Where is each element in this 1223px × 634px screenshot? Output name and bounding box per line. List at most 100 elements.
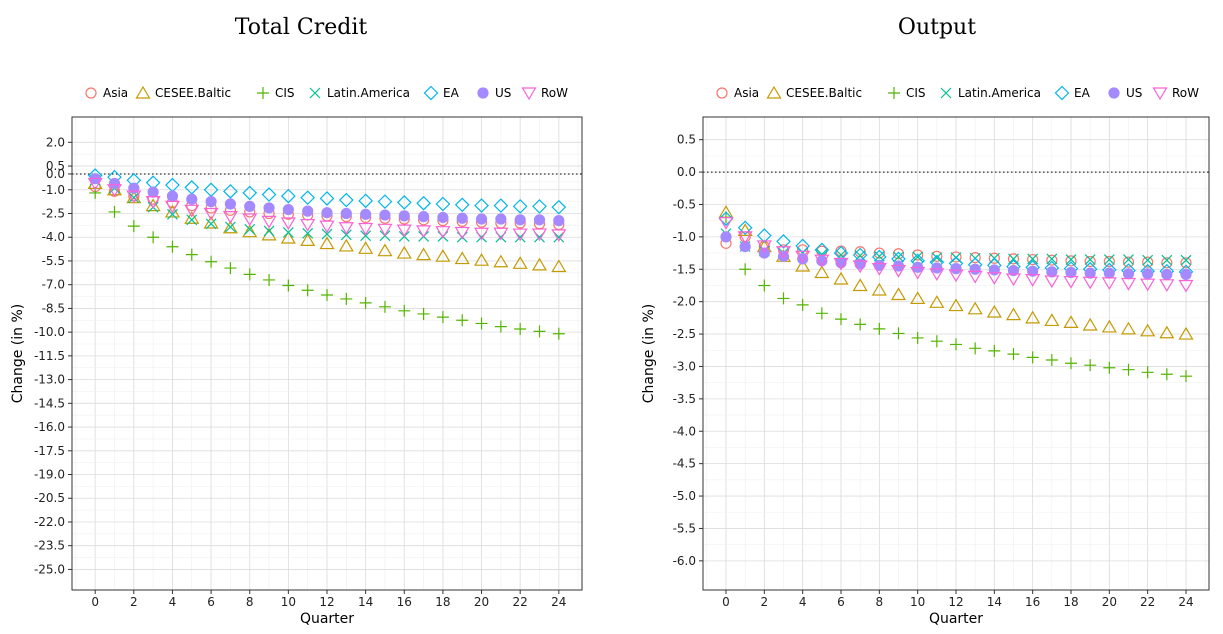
data-point <box>553 215 565 227</box>
data-point <box>929 268 945 281</box>
data-point <box>263 225 275 237</box>
legend-label: Asia <box>734 86 759 100</box>
y-tick-label: -13.0 <box>34 373 65 387</box>
data-point <box>396 195 412 210</box>
data-point <box>969 252 981 264</box>
data-point <box>533 214 546 226</box>
data-point <box>302 205 314 217</box>
y-tick-label: 0.5 <box>46 159 65 173</box>
data-point <box>796 298 809 311</box>
legend-label: Asia <box>103 86 128 100</box>
data-point <box>1008 253 1019 265</box>
y-tick-label: -3.0 <box>673 359 696 373</box>
data-point <box>1159 325 1175 339</box>
data-point <box>1160 368 1173 381</box>
data-point <box>396 245 412 259</box>
x-tick-label: 20 <box>1102 595 1117 609</box>
y-tick-label: 0.5 <box>677 133 696 147</box>
legend-label: CIS <box>906 86 926 100</box>
data-point <box>243 268 256 281</box>
data-point <box>1063 315 1079 328</box>
series-ea <box>87 168 567 215</box>
data-point <box>1142 254 1154 266</box>
data-point <box>126 190 142 204</box>
data-point <box>931 262 943 274</box>
data-point <box>108 177 121 190</box>
x-tick-label: 6 <box>207 595 215 609</box>
data-point <box>1123 254 1134 265</box>
data-point <box>493 198 509 213</box>
data-point <box>720 231 732 243</box>
x-axis-label: Quarter <box>929 611 983 627</box>
x-tick-label: 2 <box>130 595 138 609</box>
x-tick-label: 6 <box>837 595 845 609</box>
data-point <box>1103 361 1116 374</box>
x-tick-label: 18 <box>1063 595 1078 609</box>
data-point <box>948 269 964 283</box>
y-tick-label: -4.0 <box>42 230 65 244</box>
data-point <box>912 251 924 263</box>
x-tick-label: 4 <box>799 595 807 609</box>
data-point <box>203 215 219 229</box>
data-point <box>321 288 333 301</box>
data-point <box>988 264 1000 276</box>
y-tick-label: -23.5 <box>34 539 65 553</box>
data-point <box>360 208 372 220</box>
data-point <box>815 307 828 320</box>
y-tick-label: 0.0 <box>46 167 65 181</box>
data-point <box>988 344 1001 357</box>
data-point <box>512 256 528 269</box>
data-point <box>417 307 430 320</box>
legend: Asia CESEE.Baltic CIS Latin.America EA US RoW <box>85 85 568 101</box>
data-point <box>223 184 238 199</box>
data-point <box>1007 253 1020 265</box>
data-point <box>1140 278 1156 292</box>
y-tick-label: -19.0 <box>34 468 65 482</box>
data-point <box>512 199 528 214</box>
legend-key <box>257 87 269 99</box>
data-point <box>531 257 548 271</box>
x-tick-label: 14 <box>987 595 1002 609</box>
data-point <box>164 200 181 214</box>
data-point <box>1120 277 1137 291</box>
y-tick-label: -25.0 <box>34 562 65 576</box>
y-tick-label: -14.5 <box>34 396 65 410</box>
data-point <box>833 271 849 285</box>
data-point <box>737 223 753 236</box>
legend-label: CIS <box>275 86 295 100</box>
y-tick-label: -5.5 <box>42 254 65 268</box>
y-tick-label: -11.5 <box>34 349 65 363</box>
data-point <box>1005 307 1022 321</box>
data-point <box>224 221 236 233</box>
data-point <box>203 207 219 221</box>
legend: Asia CESEE.Baltic CIS Latin.America EA US RoW <box>716 85 1199 101</box>
data-point <box>1026 351 1039 364</box>
data-point <box>967 301 983 315</box>
data-point <box>473 252 490 266</box>
y-tick-label: -4.5 <box>673 457 696 471</box>
data-point <box>1178 326 1194 340</box>
legend-key <box>888 87 900 99</box>
data-point <box>321 207 333 219</box>
data-point <box>321 228 333 240</box>
data-point <box>890 264 907 278</box>
data-point <box>514 214 526 226</box>
data-point <box>435 226 451 239</box>
legend-label: CESEE.Baltic <box>155 86 231 100</box>
data-point <box>910 291 926 305</box>
y-tick-label: -1.0 <box>673 230 696 244</box>
data-point <box>1007 264 1020 277</box>
data-point <box>1084 254 1096 265</box>
data-point <box>986 304 1002 318</box>
y-tick-label: -1.0 <box>42 183 65 197</box>
data-point <box>871 282 887 296</box>
data-point <box>263 202 275 214</box>
data-point <box>1084 267 1096 279</box>
x-tick-label: 10 <box>910 595 925 609</box>
data-point <box>1084 359 1097 372</box>
y-tick-label: -5.0 <box>673 489 696 503</box>
data-point <box>261 187 277 202</box>
y-tick-label: -5.5 <box>673 521 696 535</box>
legend-key <box>1108 87 1120 99</box>
data-point <box>890 287 907 301</box>
